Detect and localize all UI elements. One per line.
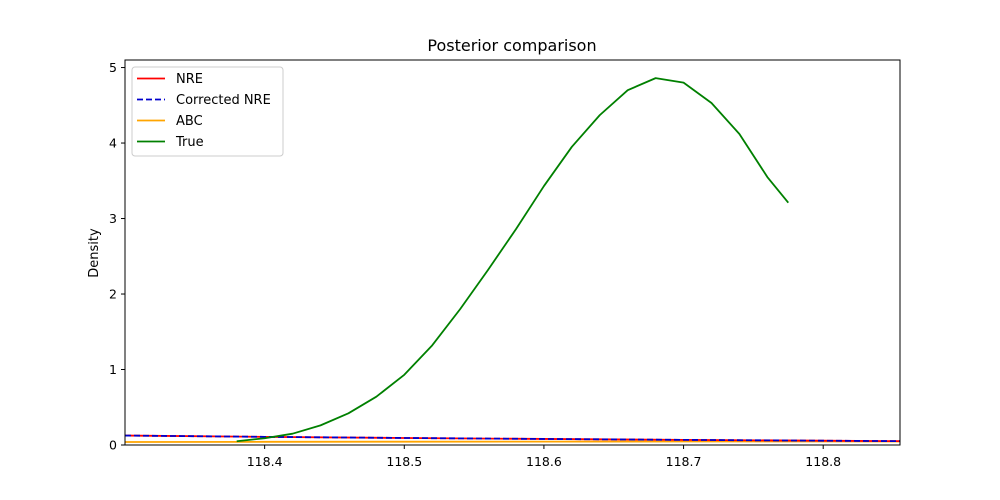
plot-area: 118.4 118.5 118.6 118.7 118.8 0 1 2 3 4 5 (109, 59, 901, 469)
x-tick-label: 118.6 (526, 454, 562, 469)
legend-entry: True (175, 135, 204, 150)
y-tick-label: 3 (109, 211, 117, 226)
x-tick-label: 118.7 (666, 454, 702, 469)
x-tick-label: 118.5 (386, 454, 422, 469)
series-line-corrected-nre (125, 434, 900, 443)
x-tick-label: 118.8 (805, 454, 841, 469)
legend-entry: NRE (176, 72, 203, 87)
y-tick-label: 1 (109, 362, 117, 377)
legend-entry: Corrected NRE (176, 93, 271, 108)
axes-frame (124, 59, 901, 446)
y-tick-label: 0 (109, 438, 117, 453)
y-tick-label: 4 (109, 136, 117, 151)
legend: NRE Corrected NRE ABC True (131, 66, 284, 157)
y-tick-label: 5 (109, 60, 117, 75)
y-axis-label: Density (87, 228, 102, 278)
series-line-true (236, 77, 789, 443)
legend-entry: ABC (176, 114, 203, 129)
chart-title: Posterior comparison (427, 36, 596, 55)
y-tick-label: 2 (109, 287, 117, 302)
legend-box (131, 66, 284, 157)
x-tick-label: 118.4 (247, 454, 283, 469)
series-group (125, 77, 900, 443)
